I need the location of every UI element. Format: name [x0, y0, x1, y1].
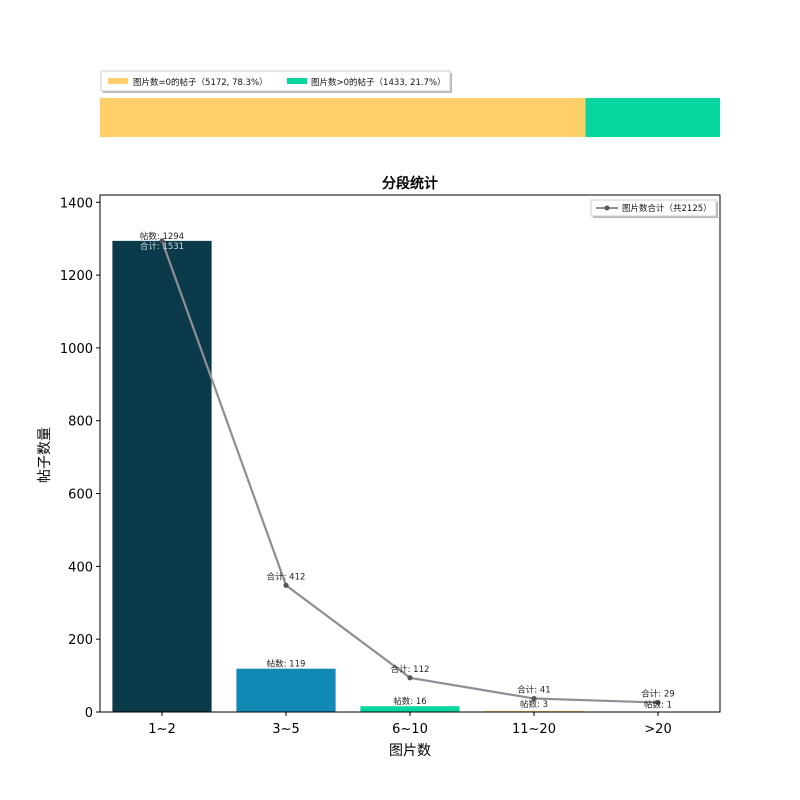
- bar: [484, 710, 584, 712]
- line-legend: 图片数合计（共2125）: [590, 199, 718, 218]
- plot-frame: [99, 194, 721, 713]
- x-tick-label: 11~20: [512, 722, 556, 737]
- top-legend: 图片数=0的帖子（5172, 78.3%） 图片数>0的帖子（1433, 21.…: [100, 70, 452, 93]
- line-point: [655, 699, 661, 706]
- x-tick-label: 3~5: [272, 722, 299, 737]
- y-tick-label: 600: [68, 488, 93, 503]
- line-value-label: 合计: 41: [517, 685, 550, 696]
- chart-title: 分段统计: [382, 175, 438, 192]
- legend-label-nonzero: 图片数>0的帖子（1433, 21.7%）: [311, 77, 446, 88]
- proportion-segment: [100, 98, 586, 137]
- proportion-bar: [100, 98, 720, 137]
- x-tick-label: 1~2: [148, 722, 175, 737]
- bar: [112, 240, 212, 713]
- y-axis-label: 帖子数量: [37, 427, 53, 483]
- bar-value-label: 帖数: 1294: [140, 231, 184, 242]
- y-tick-label: 400: [68, 560, 93, 575]
- y-tick-label: 1000: [60, 342, 93, 357]
- bar-value-label: 帖数: 3: [520, 699, 548, 710]
- bar-value-label: 帖数: 119: [267, 659, 306, 670]
- x-tick-label: >20: [644, 722, 671, 737]
- y-tick-label: 0: [85, 706, 93, 721]
- line-point: [407, 675, 413, 681]
- y-tick-label: 1400: [60, 196, 93, 211]
- line-point: [159, 238, 165, 244]
- line-point: [531, 695, 537, 702]
- bar: [360, 706, 460, 712]
- bar: [236, 668, 336, 712]
- x-axis-label: 图片数: [389, 743, 431, 759]
- line-series: [160, 240, 659, 704]
- proportion-segment: [585, 98, 720, 137]
- bar-value-label: 帖数: 1: [644, 700, 672, 711]
- plot-area: 0 200 400 600 800 1000 1200 1400 1~2 3~5 6~10 11~20…: [60, 194, 721, 737]
- y-tick-label: 800: [68, 415, 93, 430]
- x-tick-label: 6~10: [392, 722, 428, 737]
- line-value-label: 合计: 412: [267, 571, 306, 582]
- line-value-label: 合计: 29: [641, 689, 674, 700]
- line-value-label: 合计: 1531: [140, 241, 184, 252]
- legend-label-zero: 图片数=0的帖子（5172, 78.3%）: [133, 77, 268, 88]
- y-tick-label: 200: [68, 633, 93, 648]
- legend-label-line: 图片数合计（共2125）: [622, 203, 712, 214]
- legend-swatch-zero: [108, 78, 128, 84]
- line-point: [283, 582, 289, 588]
- legend-line-marker: [604, 205, 610, 211]
- bar-value-label: 帖数: 16: [393, 696, 426, 707]
- y-tick-label: 1200: [60, 269, 93, 284]
- line-value-label: 合计: 112: [391, 664, 430, 675]
- legend-swatch-nonzero: [287, 78, 307, 84]
